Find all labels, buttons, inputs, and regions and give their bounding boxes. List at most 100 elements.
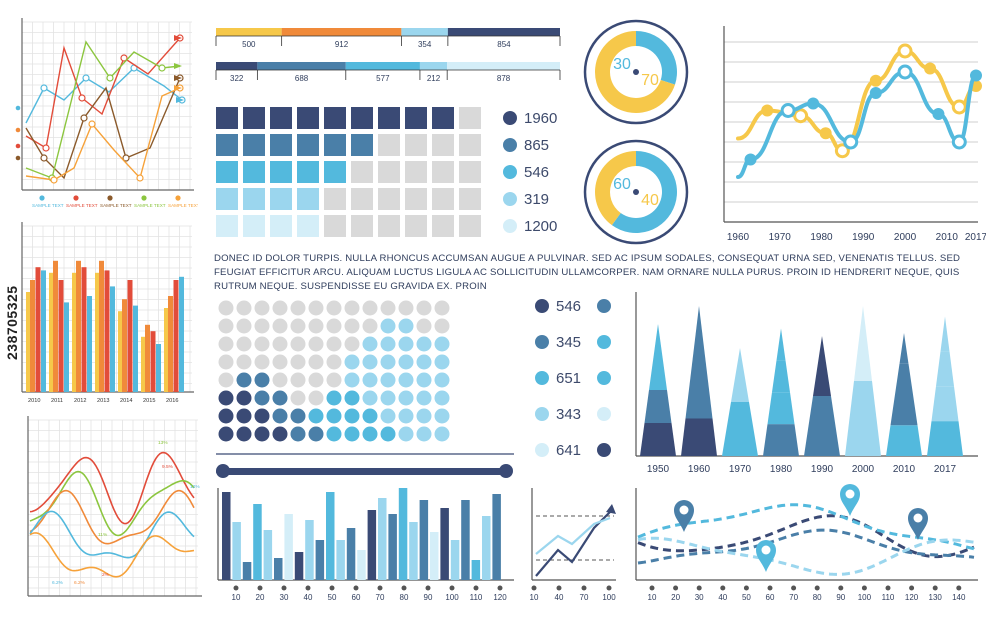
grid-dot <box>218 336 234 352</box>
legend-dot <box>535 371 549 385</box>
x-tick-dot <box>814 585 820 591</box>
segment-value: 854 <box>497 40 511 49</box>
bar <box>388 514 397 580</box>
wave-point <box>819 127 832 140</box>
grid-dot <box>254 390 270 406</box>
legend-label: SAMPLE TEXT <box>168 203 198 208</box>
bar <box>150 331 156 392</box>
legend-value: 343 <box>556 406 581 423</box>
grid-dot <box>380 372 396 388</box>
x-tick-label: 1990 <box>852 232 875 243</box>
x-tick-label: 1980 <box>810 232 833 243</box>
x-tick-label: 2013 <box>97 398 109 404</box>
grid-dot <box>416 372 432 388</box>
annotation-label: 11% <box>98 532 108 538</box>
grid-dot <box>434 390 450 406</box>
grid-dot <box>272 390 288 406</box>
legend-value: 1960 <box>524 110 557 127</box>
bar <box>110 286 115 392</box>
x-tick-dot <box>791 585 797 591</box>
bar <box>58 280 64 392</box>
wave-series-line <box>29 451 195 525</box>
blue-bar-chart: 10 20 30 40 50 60 70 80 90 100 110 120 <box>217 488 514 602</box>
grid-dot <box>398 318 414 334</box>
donut-label: 70 <box>641 72 659 89</box>
series-point <box>40 154 48 162</box>
donut-slice <box>595 151 636 226</box>
grid-square <box>297 134 319 156</box>
legend-value: 641 <box>556 442 581 459</box>
x-tick-label: 10 <box>530 593 539 602</box>
map-pin-icon <box>840 484 860 516</box>
x-tick-dot <box>556 585 562 591</box>
grid-dot <box>254 336 270 352</box>
grid-dot <box>236 336 252 352</box>
x-tick-label: 50 <box>328 593 337 602</box>
grid-dot <box>290 354 306 370</box>
legend-value: 546 <box>556 298 581 315</box>
x-tick-dot <box>449 585 455 591</box>
x-tick-label: 10 <box>648 593 657 602</box>
grid-dot <box>380 408 396 424</box>
bar <box>232 522 241 580</box>
annotation-label: 13% <box>158 440 168 446</box>
x-tick-label: 1950 <box>647 464 670 475</box>
x-tick-dot <box>425 585 431 591</box>
series-point <box>42 144 50 152</box>
map-pin-center <box>679 505 689 515</box>
grid-square <box>324 107 346 129</box>
donut-slice <box>636 31 677 85</box>
legend-dot <box>503 111 517 125</box>
wave-line-chart: 1960 1970 1980 1990 2000 2010 2017 <box>723 26 986 243</box>
progress-segment <box>216 62 258 70</box>
legend-value: 651 <box>556 370 581 387</box>
legend-label: SAMPLE TEXT <box>32 203 64 208</box>
bar <box>461 500 470 580</box>
progress-segment <box>447 62 560 70</box>
legend-dot <box>107 195 113 201</box>
arrow-head <box>174 85 182 91</box>
x-tick-dot <box>932 585 938 591</box>
triangle-band <box>731 375 749 402</box>
grid-dot <box>308 318 324 334</box>
x-tick-label: 120 <box>493 593 507 602</box>
grid-dot <box>290 426 306 442</box>
arrow-head <box>174 75 182 81</box>
grid-square <box>297 161 319 183</box>
arrow-head <box>174 63 182 69</box>
annotation-label: 9.5% <box>162 464 174 470</box>
grid-square <box>459 161 481 183</box>
grid-dot <box>254 372 270 388</box>
stacked-progress-bars: 500 912 354 854 322 688 577 212 878 <box>215 28 561 83</box>
grid-dot <box>218 354 234 370</box>
grid-dot <box>290 372 306 388</box>
grid-dot <box>218 408 234 424</box>
bar <box>253 504 262 580</box>
grid-dot <box>398 372 414 388</box>
grid-square <box>378 188 400 210</box>
grid-dot <box>326 408 342 424</box>
x-tick-dot <box>473 585 479 591</box>
legend-dot <box>597 335 611 349</box>
wave-series-line <box>29 510 195 559</box>
legend-value: 345 <box>556 334 581 351</box>
grid-dot <box>380 300 396 316</box>
grid-dot <box>272 318 288 334</box>
x-tick-label: 100 <box>858 593 872 602</box>
grid-dot <box>254 408 270 424</box>
grid-dot <box>218 318 234 334</box>
grid-dot <box>326 318 342 334</box>
bar <box>64 302 69 392</box>
grid-square <box>270 161 292 183</box>
grid-dot <box>218 372 234 388</box>
x-tick-label: 30 <box>695 593 704 602</box>
bar <box>263 530 273 580</box>
triangle-band <box>640 423 676 456</box>
wave-point <box>897 64 913 80</box>
triangle-band <box>927 421 963 456</box>
grid-square <box>351 215 373 237</box>
wave-point <box>951 99 967 115</box>
legend-dot <box>597 443 611 457</box>
grid-dot <box>236 300 252 316</box>
series-point <box>50 176 58 184</box>
